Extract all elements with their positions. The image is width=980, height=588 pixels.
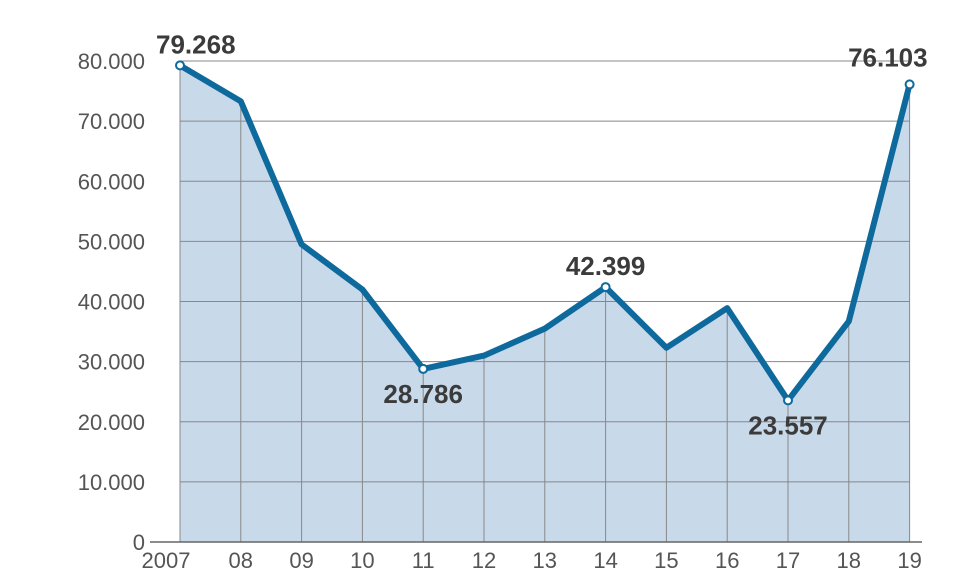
x-tick-label: 16 bbox=[715, 548, 739, 573]
data-point-marker bbox=[904, 79, 915, 90]
x-tick-label: 17 bbox=[776, 548, 800, 573]
y-axis-tick-labels: 0 10.000 20.000 30.000 40.000 50.000 60.000 70.… bbox=[78, 49, 145, 555]
data-label: 76.103 bbox=[848, 42, 928, 72]
data-label: 79.268 bbox=[156, 29, 236, 59]
x-tick-label: 12 bbox=[472, 548, 496, 573]
data-point-marker bbox=[418, 363, 429, 374]
y-tick-label: 40.000 bbox=[78, 290, 145, 315]
data-point-marker bbox=[783, 395, 793, 406]
data-markers bbox=[175, 60, 915, 406]
y-tick-label: 20.000 bbox=[78, 410, 145, 435]
x-tick-label: 08 bbox=[229, 548, 253, 573]
y-tick-label: 70.000 bbox=[78, 109, 145, 134]
gridlines bbox=[180, 60, 911, 542]
y-tick-label: 60.000 bbox=[78, 169, 145, 194]
y-tick-label: 30.000 bbox=[78, 350, 145, 375]
data-point-marker bbox=[175, 60, 185, 71]
data-labels: 79.268 28.786 42.399 23.557 76.103 bbox=[156, 29, 928, 440]
y-tick-label: 10.000 bbox=[78, 470, 145, 495]
data-label: 42.399 bbox=[566, 251, 646, 281]
data-point-marker bbox=[600, 282, 611, 293]
axes bbox=[150, 65, 922, 543]
x-tick-label: 13 bbox=[533, 548, 557, 573]
data-label: 28.786 bbox=[383, 379, 463, 409]
x-tick-label: 14 bbox=[593, 548, 617, 573]
x-tick-label: 09 bbox=[289, 548, 313, 573]
y-tick-label: 50.000 bbox=[78, 229, 145, 254]
x-axis-tick-labels: 2007 08 09 10 11 12 13 14 15 16 17 18 19 bbox=[142, 548, 922, 573]
x-tick-label: 19 bbox=[897, 548, 921, 573]
x-tick-label: 18 bbox=[837, 548, 861, 573]
x-tick-label: 11 bbox=[412, 548, 435, 573]
x-tick-label: 2007 bbox=[142, 548, 191, 573]
data-label: 23.557 bbox=[748, 410, 828, 440]
y-tick-label: 0 bbox=[133, 530, 145, 555]
x-tick-label: 10 bbox=[350, 548, 374, 573]
y-tick-label: 80.000 bbox=[78, 49, 145, 74]
x-tick-label: 15 bbox=[654, 548, 678, 573]
